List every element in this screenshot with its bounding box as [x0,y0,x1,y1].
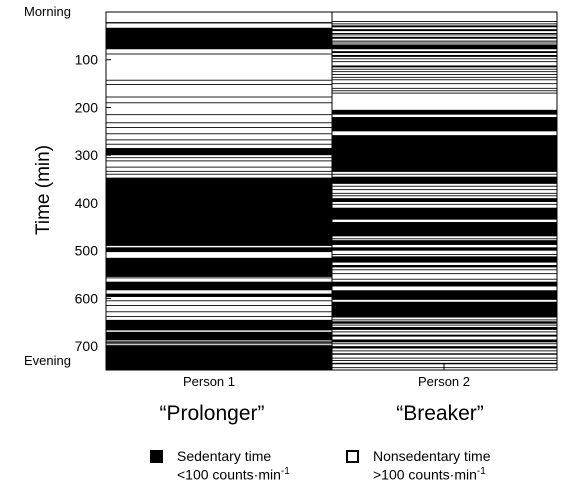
sedentary-block [332,198,557,202]
sedentary-block [332,362,557,365]
legend-label-sedentary: Sedentary time [177,448,272,464]
sedentary-block [332,290,557,300]
sedentary-block [332,301,557,318]
sedentary-block [332,65,557,68]
y-tick-label: 700 [75,338,99,354]
sedentary-block [332,29,557,32]
sedentary-block [106,257,332,277]
y-axis-tick-labels: 100 200 300 400 500 600 700 [75,52,99,354]
sedentary-block [106,27,332,50]
sedentary-block [332,33,557,35]
sedentary-block [332,327,557,330]
subtitle-breaker: “Breaker” [396,402,484,425]
sedentary-block [332,117,557,132]
sedentary-block [332,36,557,39]
sedentary-block [106,331,332,341]
legend-superscript-nonsedentary: -1 [476,466,486,477]
sedentary-block [106,177,332,246]
y-tick-label: 100 [75,52,99,68]
sedentary-block [106,247,332,253]
legend-sublabel-nonsedentary: >100 counts·min [373,466,477,483]
sedentary-block [332,135,557,172]
sedentary-block [332,281,557,287]
x-axis-ticks [218,364,445,370]
sedentary-block [332,44,557,50]
legend-sublabel-sedentary: <100 counts·min [177,466,281,483]
y-tick-label: 200 [75,99,99,115]
sedentary-block [332,207,557,220]
legend-text-sedentary: Sedentary time <100 counts·min-1 [177,448,290,483]
sedentary-block [332,54,557,57]
y-tick-label: 600 [75,290,99,306]
y-tick-label: 500 [75,243,99,259]
sedentary-block [332,353,557,355]
y-tick-label: 300 [75,147,99,163]
legend-swatch-nonsedentary [346,450,359,463]
y-top-label: Morning [24,4,71,19]
sedentary-block [332,176,557,184]
legend-superscript-sedentary: -1 [280,466,290,477]
sedentary-block [332,321,557,324]
x-category-person-1: Person 1 [183,374,235,389]
sedentary-block [106,319,332,331]
sedentary-block [106,148,332,156]
y-tick-label: 400 [75,195,99,211]
sedentary-block [332,240,557,245]
legend-label-nonsedentary: Nonsedentary time [373,448,491,464]
sedentary-block [332,334,557,337]
sedentary-block [332,264,557,268]
legend-text-nonsedentary: Nonsedentary time >100 counts·min-1 [373,448,491,483]
legend-swatch-sedentary [150,450,163,463]
sedentary-block [332,256,557,263]
y-axis-label: Time (min) [33,145,54,235]
sedentary-block [106,281,332,291]
sedentary-block [332,346,557,349]
sedentary-block [106,293,332,297]
y-axis-ticks [106,59,111,347]
y-bottom-label: Evening [24,353,71,368]
x-category-person-2: Person 2 [418,374,470,389]
sedentary-block [332,247,557,251]
sedentary-block [332,222,557,237]
sedentary-block [332,109,557,115]
sedentary-block [332,25,557,28]
sedentary-block [332,339,557,343]
sedentary-block [332,51,557,54]
sedentary-block [332,40,557,42]
bars-layer [106,21,557,370]
subtitle-prolonger: “Prolonger” [159,402,264,425]
sedentary-block [106,341,332,343]
